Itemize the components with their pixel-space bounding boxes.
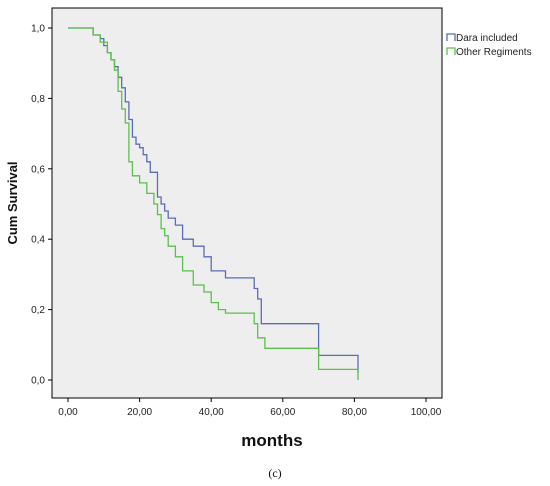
x-tick-label: 20,00 <box>127 407 152 418</box>
x-tick-label: 100,00 <box>411 407 442 418</box>
legend: Dara included Other Regiments <box>446 33 532 58</box>
x-tick-label: 0,00 <box>58 407 78 418</box>
y-axis-label: Cum Survival <box>5 161 20 244</box>
y-tick-label: 0,8 <box>31 94 45 105</box>
legend-swatch <box>446 33 456 41</box>
y-tick-label: 0,4 <box>31 235 45 246</box>
x-tick-label: 40,00 <box>199 407 224 418</box>
legend-label: Dara included <box>456 33 518 44</box>
series-line-other-regiments <box>68 27 359 380</box>
y-tick-label: 0,6 <box>31 164 45 175</box>
figure-caption: (c) <box>268 466 281 480</box>
x-tick-label: 80,00 <box>342 407 367 418</box>
y-tick-label: 1,0 <box>31 24 45 35</box>
legend-swatch <box>446 47 456 55</box>
y-tick-label: 0,2 <box>31 305 45 316</box>
series-layer <box>68 27 359 380</box>
plot-background <box>51 7 443 399</box>
x-tick-label: 60,00 <box>270 407 295 418</box>
y-tick-label: 0,0 <box>31 376 45 387</box>
x-axis-label: months <box>241 431 302 450</box>
axes-layer: 0,00 20,00 40,00 60,00 80,00 100,00 0,0 0,2 0,4 0… <box>31 24 442 419</box>
legend-label: Other Regiments <box>456 47 532 58</box>
